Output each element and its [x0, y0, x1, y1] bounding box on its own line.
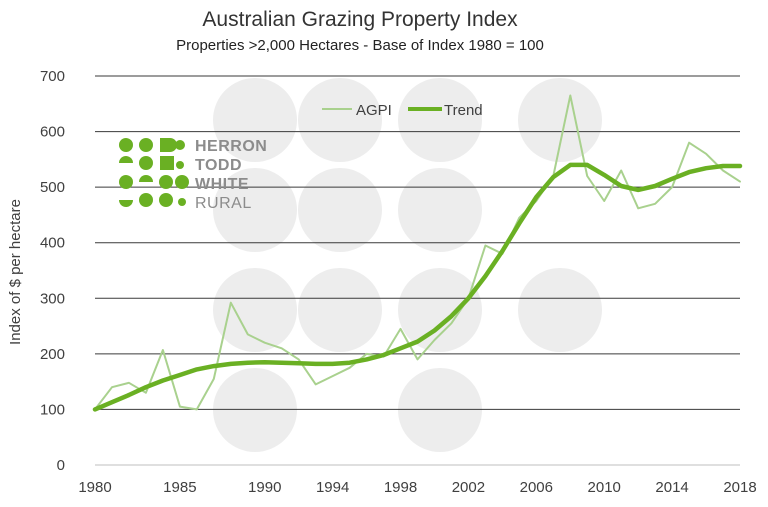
- herron-todd-white-logo: HERRON TODD WHITE RURAL: [119, 138, 267, 212]
- x-tick-label: 2006: [520, 479, 553, 496]
- y-tick-label: 400: [40, 235, 65, 252]
- logo-mark: [119, 138, 189, 207]
- x-axis-ticks: 1980 1985 1990 1994 1998 2002 2006 2010 2014 2018: [78, 479, 756, 496]
- chart-subtitle: Properties >2,000 Hectares - Base of Ind…: [176, 37, 544, 54]
- x-tick-label: 1998: [384, 479, 417, 496]
- logo-line-1: HERRON: [195, 138, 267, 155]
- grid-lines: [95, 75, 740, 466]
- watermark-pattern: [213, 78, 602, 452]
- legend: AGPI Trend: [322, 102, 483, 119]
- x-tick-label: 2002: [452, 479, 485, 496]
- y-tick-label: 200: [40, 346, 65, 363]
- x-tick-label: 1980: [78, 479, 111, 496]
- x-tick-label: 1994: [316, 479, 349, 496]
- series-line-agpi: [94, 94, 741, 411]
- series-line-trend: [92, 162, 743, 412]
- logo-line-4: RURAL: [195, 195, 252, 212]
- x-tick-label: 1990: [248, 479, 281, 496]
- chart-title: Australian Grazing Property Index: [202, 8, 518, 31]
- y-tick-label: 100: [40, 401, 65, 418]
- y-tick-label: 300: [40, 290, 65, 307]
- logo-line-2: TODD: [195, 157, 242, 174]
- y-tick-label: 600: [40, 124, 65, 141]
- logo-line-3: WHITE: [195, 176, 249, 193]
- x-tick-label: 2014: [655, 479, 688, 496]
- legend-label-trend: Trend: [444, 102, 483, 119]
- y-tick-label: 0: [57, 457, 65, 474]
- legend-label-agpi: AGPI: [356, 102, 392, 119]
- y-axis-ticks: 0 100 200 300 400 500 600 700: [40, 68, 65, 474]
- x-tick-label: 2018: [723, 479, 756, 496]
- y-tick-label: 500: [40, 179, 65, 196]
- series-lines: [92, 94, 743, 412]
- x-tick-label: 2010: [588, 479, 621, 496]
- y-tick-label: 700: [40, 68, 65, 85]
- y-axis-label: Index of $ per hectare: [7, 199, 24, 345]
- x-tick-label: 1985: [163, 479, 196, 496]
